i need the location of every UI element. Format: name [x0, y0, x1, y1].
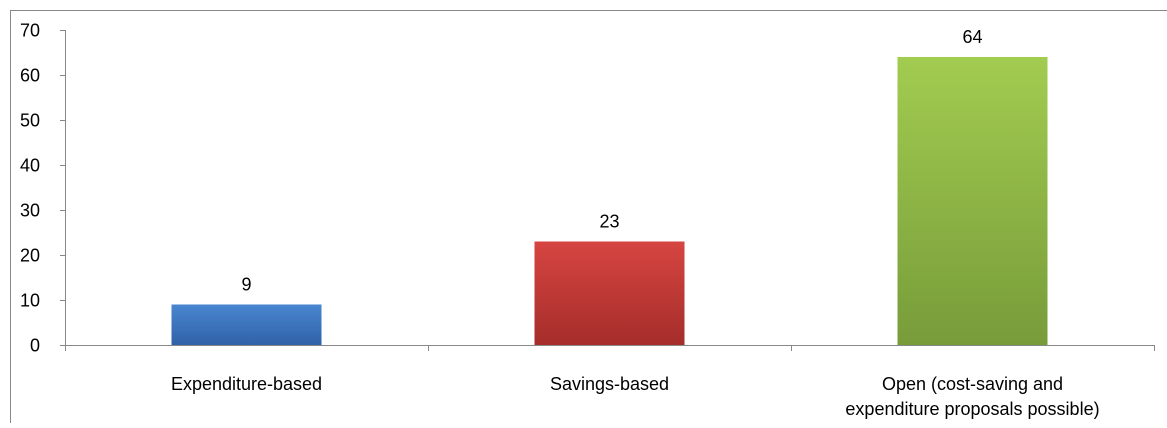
y-tick-label: 20	[20, 246, 40, 266]
data-label-2: 23	[599, 212, 619, 232]
y-axis: 0 10 20 30 40 50 60 70	[20, 21, 66, 356]
y-tick-label: 60	[20, 66, 40, 86]
category-label-3: expenditure proposals possible)	[845, 399, 1099, 419]
x-axis	[65, 345, 1155, 351]
y-tick-label: 0	[30, 336, 40, 356]
y-tick-label: 30	[20, 201, 40, 221]
data-label-1: 9	[241, 275, 251, 295]
bars	[172, 57, 1048, 345]
category-label-2: Savings-based	[550, 374, 669, 394]
bar-2	[535, 242, 685, 346]
y-tick-label: 70	[20, 21, 40, 41]
category-labels: Expenditure-based Savings-based Open (cost…	[171, 374, 1100, 419]
y-tick-label: 10	[20, 291, 40, 311]
category-label-3: Open (cost-saving and	[882, 374, 1063, 394]
bar-1	[172, 305, 322, 346]
bar-3	[898, 57, 1048, 345]
data-label-3: 64	[962, 27, 982, 47]
y-tick-label: 50	[20, 111, 40, 131]
category-label-1: Expenditure-based	[171, 374, 322, 394]
y-tick-label: 40	[20, 156, 40, 176]
